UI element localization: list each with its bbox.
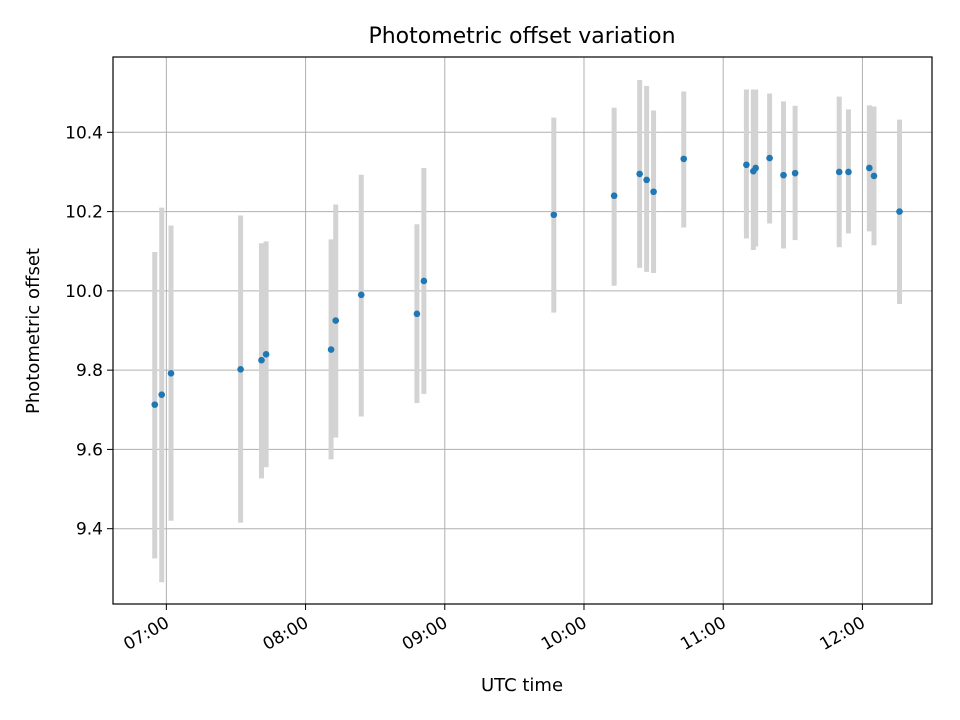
data-point [167,370,175,377]
data-point [643,176,650,184]
data-point [896,208,903,215]
grid [113,57,932,604]
chart-title: Photometric offset variation [368,24,675,49]
data-point [357,291,365,299]
x-axis-label: UTC time [481,675,563,696]
data-point [258,356,265,364]
y-tick-label: 9.4 [76,520,103,540]
data-point [680,155,688,163]
data-point [866,164,873,172]
data-point [845,168,852,176]
y-tick-label: 9.8 [76,361,103,381]
data-points [151,154,903,408]
data-point [780,171,787,179]
data-point [650,188,657,196]
y-tick-label: 10.0 [65,282,103,302]
data-point [743,161,750,169]
data-point [332,317,340,324]
data-point [327,346,335,353]
data-point [791,169,799,177]
data-point [870,172,878,180]
y-axis-label: Photometric offset [23,248,44,414]
data-point [420,277,428,285]
data-point [237,366,244,373]
data-point [610,192,618,200]
data-point [413,310,421,318]
y-tick-label: 10.2 [65,203,103,223]
data-point [550,211,558,219]
data-point [636,170,643,178]
data-point [158,391,166,399]
data-point [262,350,270,358]
y-axis-ticks: 9.4 9.6 9.8 10.0 10.2 10.4 [65,123,113,540]
data-point [752,164,759,172]
plot-area-frame [112,56,933,605]
y-tick-label: 9.6 [76,440,103,460]
y-tick-label: 10.4 [65,123,103,143]
data-point [151,401,159,408]
data-point [766,154,773,162]
data-point [835,168,843,176]
